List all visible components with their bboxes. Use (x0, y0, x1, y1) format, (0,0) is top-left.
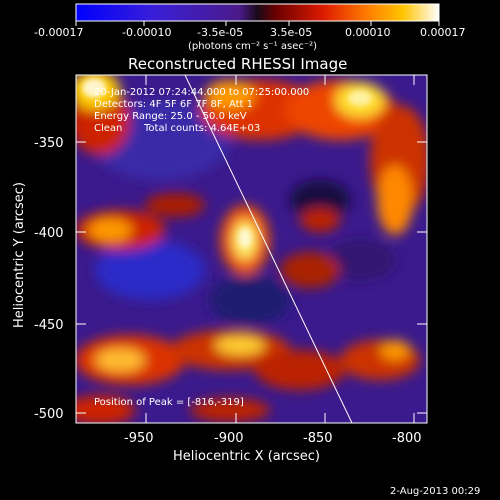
x-tick-label: -900 (214, 431, 244, 446)
clean-label: Clean (94, 123, 122, 134)
energy-range-line: Energy Range: 25.0 - 50.0 keV (94, 111, 247, 122)
x-tick-label: -850 (303, 431, 333, 446)
y-tick-label: -400 (34, 226, 64, 241)
colorbar-tick-label: 0.00010 (345, 26, 391, 39)
colorbar-tick-label: -3.5e-05 (197, 26, 243, 39)
x-axis: -950 -900 -850 -800 Heliocentric X (arcs… (124, 75, 422, 464)
x-tick-label: -950 (124, 431, 154, 446)
plot-frame (75, 74, 428, 424)
peak-position-text: Position of Peak = [-816,-319] (94, 397, 244, 408)
y-axis: -350 -400 -450 -500 Heliocentric Y (arcs… (12, 136, 427, 422)
colorbar: -0.00017 -0.00010 -3.5e-05 3.5e-05 0.000… (34, 3, 466, 52)
colorbar-gradient (75, 3, 440, 22)
intensity-image (76, 75, 427, 423)
colorbar-tick-label: 3.5e-05 (270, 26, 312, 39)
plot-title: Reconstructed RHESSI Image (128, 55, 347, 73)
colorbar-units-label: (photons cm⁻² s⁻¹ asec⁻²) (188, 41, 317, 52)
footer-timestamp: 2-Aug-2013 00:29 (390, 486, 480, 497)
x-tick-label: -800 (392, 431, 422, 446)
solar-limb-line (184, 75, 353, 423)
colorbar-tick-label: 0.00017 (420, 26, 466, 39)
y-tick-label: -500 (34, 407, 64, 422)
total-counts-line: Total counts: 4.64E+03 (143, 123, 260, 134)
detectors-line: Detectors: 4F 5F 6F 7F 8F, Att 1 (94, 99, 253, 110)
colorbar-tick-label: -0.00010 (122, 26, 171, 39)
x-axis-label: Heliocentric X (arcsec) (173, 449, 320, 464)
time-range-line: 20-Jan-2012 07:24:44.000 to 07:25:00.000 (94, 87, 309, 98)
y-tick-label: -350 (34, 136, 64, 151)
y-axis-label: Heliocentric Y (arcsec) (12, 182, 27, 328)
info-text: 20-Jan-2012 07:24:44.000 to 07:25:00.000… (94, 87, 309, 408)
colorbar-tick-label: -0.00017 (34, 26, 83, 39)
y-tick-label: -450 (34, 318, 64, 333)
